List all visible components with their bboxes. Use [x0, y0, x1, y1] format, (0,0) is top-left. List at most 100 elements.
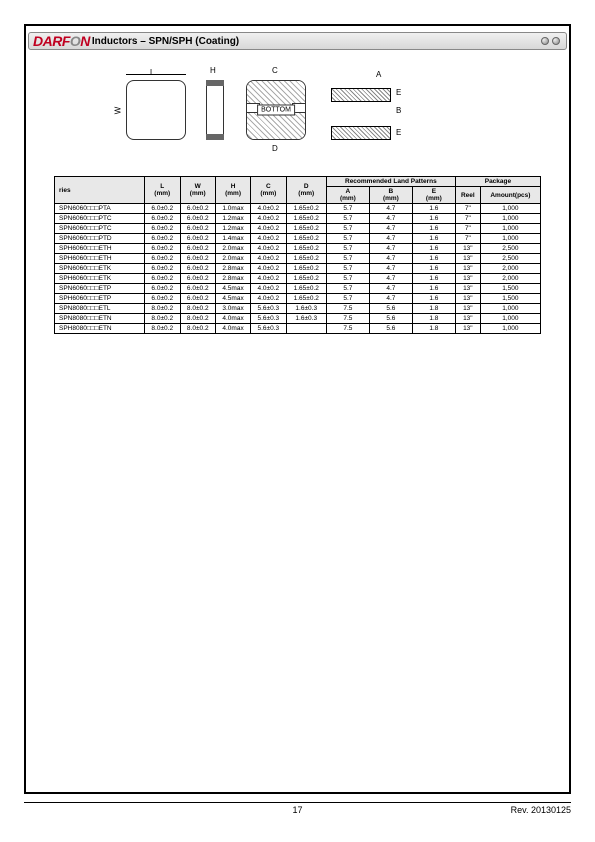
dot-icon [541, 37, 549, 45]
table-row: SPH6060□□□ETP6.0±0.26.0±0.24.5max4.0±0.2… [55, 294, 541, 304]
th-reel: Reel [455, 187, 480, 204]
logo-post: N [80, 33, 90, 49]
cell-c: 4.0±0.2 [251, 274, 287, 284]
cell-e: 1.6 [412, 254, 455, 264]
land-pad [331, 88, 391, 102]
diagram-area: L W H C BOTTOM D A E B E [116, 66, 476, 156]
cell-h: 4.5max [216, 294, 251, 304]
cell-amount: 1,000 [480, 234, 540, 244]
th-l: L (mm) [145, 177, 181, 204]
cell-b: 4.7 [369, 254, 412, 264]
th-c: C (mm) [251, 177, 287, 204]
cell-l: 6.0±0.2 [145, 234, 181, 244]
cell-e: 1.8 [412, 324, 455, 334]
logo-o: O [70, 33, 80, 49]
land-pattern-view [331, 80, 391, 140]
cell-b: 4.7 [369, 284, 412, 294]
cell-reel: 13" [455, 244, 480, 254]
cell-b: 4.7 [369, 264, 412, 274]
cell-ries: SPH6060□□□ETK [55, 274, 145, 284]
cell-amount: 1,000 [480, 304, 540, 314]
cell-w: 8.0±0.2 [180, 314, 216, 324]
cell-ries: SPN6060□□□ETP [55, 284, 145, 294]
cell-d: 1.65±0.2 [286, 244, 326, 254]
logo-pre: DARF [33, 33, 70, 49]
cell-c: 4.0±0.2 [251, 204, 287, 214]
th-land: Recommended Land Patterns [326, 177, 455, 187]
dim-label-c: C [272, 66, 278, 75]
cell-reel: 13" [455, 304, 480, 314]
cell-a: 5.7 [326, 294, 369, 304]
cell-l: 6.0±0.2 [145, 254, 181, 264]
cell-w: 6.0±0.2 [180, 234, 216, 244]
cell-w: 6.0±0.2 [180, 224, 216, 234]
cell-h: 2.0max [216, 244, 251, 254]
cell-d: 1.65±0.2 [286, 294, 326, 304]
cell-b: 4.7 [369, 224, 412, 234]
cell-reel: 13" [455, 284, 480, 294]
cell-c: 4.0±0.2 [251, 264, 287, 274]
cell-d: 1.65±0.2 [286, 224, 326, 234]
table-row: SPH8080□□□ETN8.0±0.28.0±0.24.0max5.6±0.3… [55, 324, 541, 334]
th-w: W (mm) [180, 177, 216, 204]
cell-b: 5.6 [369, 324, 412, 334]
cell-w: 6.0±0.2 [180, 244, 216, 254]
th-b: B (mm) [369, 187, 412, 204]
dim-label-a: A [376, 70, 381, 79]
cell-d: 1.65±0.2 [286, 204, 326, 214]
th-ries: ries [55, 177, 145, 204]
cell-reel: 13" [455, 254, 480, 264]
dim-label-h: H [210, 66, 216, 75]
cell-reel: 7" [455, 234, 480, 244]
table-row: SPN6060□□□PTC6.0±0.26.0±0.21.2max4.0±0.2… [55, 224, 541, 234]
cell-b: 4.7 [369, 244, 412, 254]
cell-h: 2.0max [216, 254, 251, 264]
cell-ries: SPH8080□□□ETN [55, 324, 145, 334]
cell-a: 5.7 [326, 214, 369, 224]
dim-label-d: D [272, 144, 278, 153]
bottom-label: BOTTOM [257, 105, 295, 116]
doc-title: Inductors – SPN/SPH (Coating) [92, 36, 239, 47]
cell-e: 1.6 [412, 204, 455, 214]
cell-reel: 13" [455, 314, 480, 324]
logo: DARFON [33, 33, 90, 49]
cell-d: 1.65±0.2 [286, 264, 326, 274]
cell-l: 6.0±0.2 [145, 204, 181, 214]
cell-amount: 1,000 [480, 214, 540, 224]
cell-c: 5.6±0.3 [251, 304, 287, 314]
table-row: SPN8080□□□ETN8.0±0.28.0±0.24.0max5.6±0.3… [55, 314, 541, 324]
spec-table: ries L (mm) W (mm) H (mm) C (mm) D (mm) … [54, 176, 541, 334]
cell-amount: 1,500 [480, 284, 540, 294]
cell-h: 2.8max [216, 264, 251, 274]
cell-w: 6.0±0.2 [180, 274, 216, 284]
cell-w: 6.0±0.2 [180, 214, 216, 224]
revision: Rev. 20130125 [511, 805, 571, 815]
cell-ries: SPH6060□□□ETH [55, 244, 145, 254]
cell-b: 4.7 [369, 294, 412, 304]
cell-c: 4.0±0.2 [251, 234, 287, 244]
cell-amount: 1,000 [480, 204, 540, 214]
cell-l: 6.0±0.2 [145, 244, 181, 254]
cell-amount: 2,500 [480, 254, 540, 264]
land-pad [331, 126, 391, 140]
table-row: SPN8080□□□ETL8.0±0.28.0±0.23.0max5.6±0.3… [55, 304, 541, 314]
cell-d: 1.65±0.2 [286, 274, 326, 284]
cell-ries: SPH6060□□□ETH [55, 254, 145, 264]
footer: 17 Rev. 20130125 [24, 802, 571, 818]
page-frame: DARFON Inductors – SPN/SPH (Coating) L W… [24, 24, 571, 794]
side-view [206, 80, 224, 140]
cell-e: 1.6 [412, 294, 455, 304]
cell-w: 6.0±0.2 [180, 204, 216, 214]
dim-label-b: B [396, 106, 401, 115]
cell-h: 4.5max [216, 284, 251, 294]
cell-w: 6.0±0.2 [180, 294, 216, 304]
cell-reel: 13" [455, 274, 480, 284]
cell-e: 1.6 [412, 244, 455, 254]
cell-l: 8.0±0.2 [145, 304, 181, 314]
cell-d: 1.65±0.2 [286, 284, 326, 294]
cell-w: 6.0±0.2 [180, 264, 216, 274]
cell-amount: 1,000 [480, 314, 540, 324]
cell-amount: 2,000 [480, 264, 540, 274]
cell-reel: 7" [455, 204, 480, 214]
cell-d: 1.65±0.2 [286, 254, 326, 264]
